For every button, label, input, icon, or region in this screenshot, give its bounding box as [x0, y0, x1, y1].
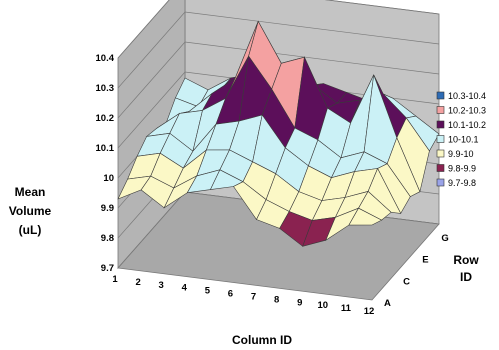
column-tick-label: 9: [297, 297, 302, 308]
legend-label: 10.2-10.3: [448, 106, 486, 116]
gridline: [117, 71, 440, 149]
column-tick-label: 5: [205, 286, 211, 297]
row-tick-label: C: [403, 276, 410, 287]
legend-swatch: [436, 91, 445, 100]
y-axis-title-line: Volume: [9, 204, 52, 218]
z-tick-label: 10.3: [96, 83, 115, 94]
legend: 10.3-10.4 10.2-10.3 10.1-10.2 10-10.1 9.9-10…: [436, 91, 486, 188]
column-tick-label: 2: [135, 277, 140, 288]
column-tick-label: 10: [318, 300, 329, 311]
legend-label: 9.9-10: [448, 149, 474, 159]
legend-item: 9.9-10: [436, 149, 474, 159]
gridline: [117, 41, 440, 119]
column-tick-label: 3: [159, 280, 164, 291]
column-tick-label: 7: [251, 291, 256, 302]
column-tick-label: 11: [341, 303, 352, 314]
legend-label: 10-10.1: [448, 135, 479, 145]
row-axis-title-line: ID: [460, 270, 472, 284]
z-tick-label: 10: [103, 173, 114, 184]
row-axis-title-line: Row: [453, 253, 479, 267]
column-tick-label: 12: [364, 306, 375, 317]
gridline: [117, 0, 440, 59]
legend-item: 10.3-10.4: [436, 91, 486, 101]
z-tick-label: 10.4: [96, 53, 115, 64]
legend-item: 10.2-10.3: [436, 106, 486, 116]
legend-swatch: [436, 164, 445, 172]
y-axis-title: Mean Volume (uL): [9, 185, 52, 237]
z-tick-label: 10.2: [96, 113, 115, 124]
legend-label: 9.8-9.9: [448, 164, 476, 174]
surface-cell-A-11: [348, 207, 383, 226]
row-tick-label: A: [384, 298, 391, 309]
column-tick-label: 1: [112, 274, 118, 285]
z-tick-label: 9.7: [101, 263, 114, 274]
y-axis-title-line: Mean: [15, 185, 46, 199]
y-axis-title-line: (uL): [19, 223, 42, 237]
legend-swatch: [436, 149, 445, 158]
legend-item: 10.1-10.2: [436, 120, 486, 130]
column-tick-label: 6: [228, 289, 233, 300]
gridline: [117, 11, 440, 89]
legend-swatch: [436, 120, 445, 129]
row-tick-label: E: [422, 255, 428, 266]
legend-label: 10.1-10.2: [448, 120, 486, 130]
legend-label: 10.3-10.4: [448, 91, 486, 101]
z-tick-label: 9.9: [101, 203, 114, 214]
z-tick-label: 9.8: [101, 233, 114, 244]
column-tick-label: 8: [274, 294, 279, 305]
surface-plot: [117, 20, 440, 247]
x-axis-title: Column ID: [232, 333, 292, 347]
legend-item: 10-10.1: [436, 135, 479, 145]
legend-swatch: [436, 135, 445, 143]
legend-swatch: [436, 106, 445, 114]
legend-swatch: [436, 178, 445, 187]
legend-item: 9.8-9.9: [436, 164, 476, 174]
row-axis-title: Row ID: [453, 253, 479, 284]
legend-item: 9.7-9.8: [436, 178, 476, 188]
row-tick-label: G: [441, 233, 448, 244]
legend-label: 9.7-9.8: [448, 178, 476, 188]
column-tick-label: 4: [182, 283, 188, 294]
z-tick-label: 10.1: [96, 143, 115, 154]
